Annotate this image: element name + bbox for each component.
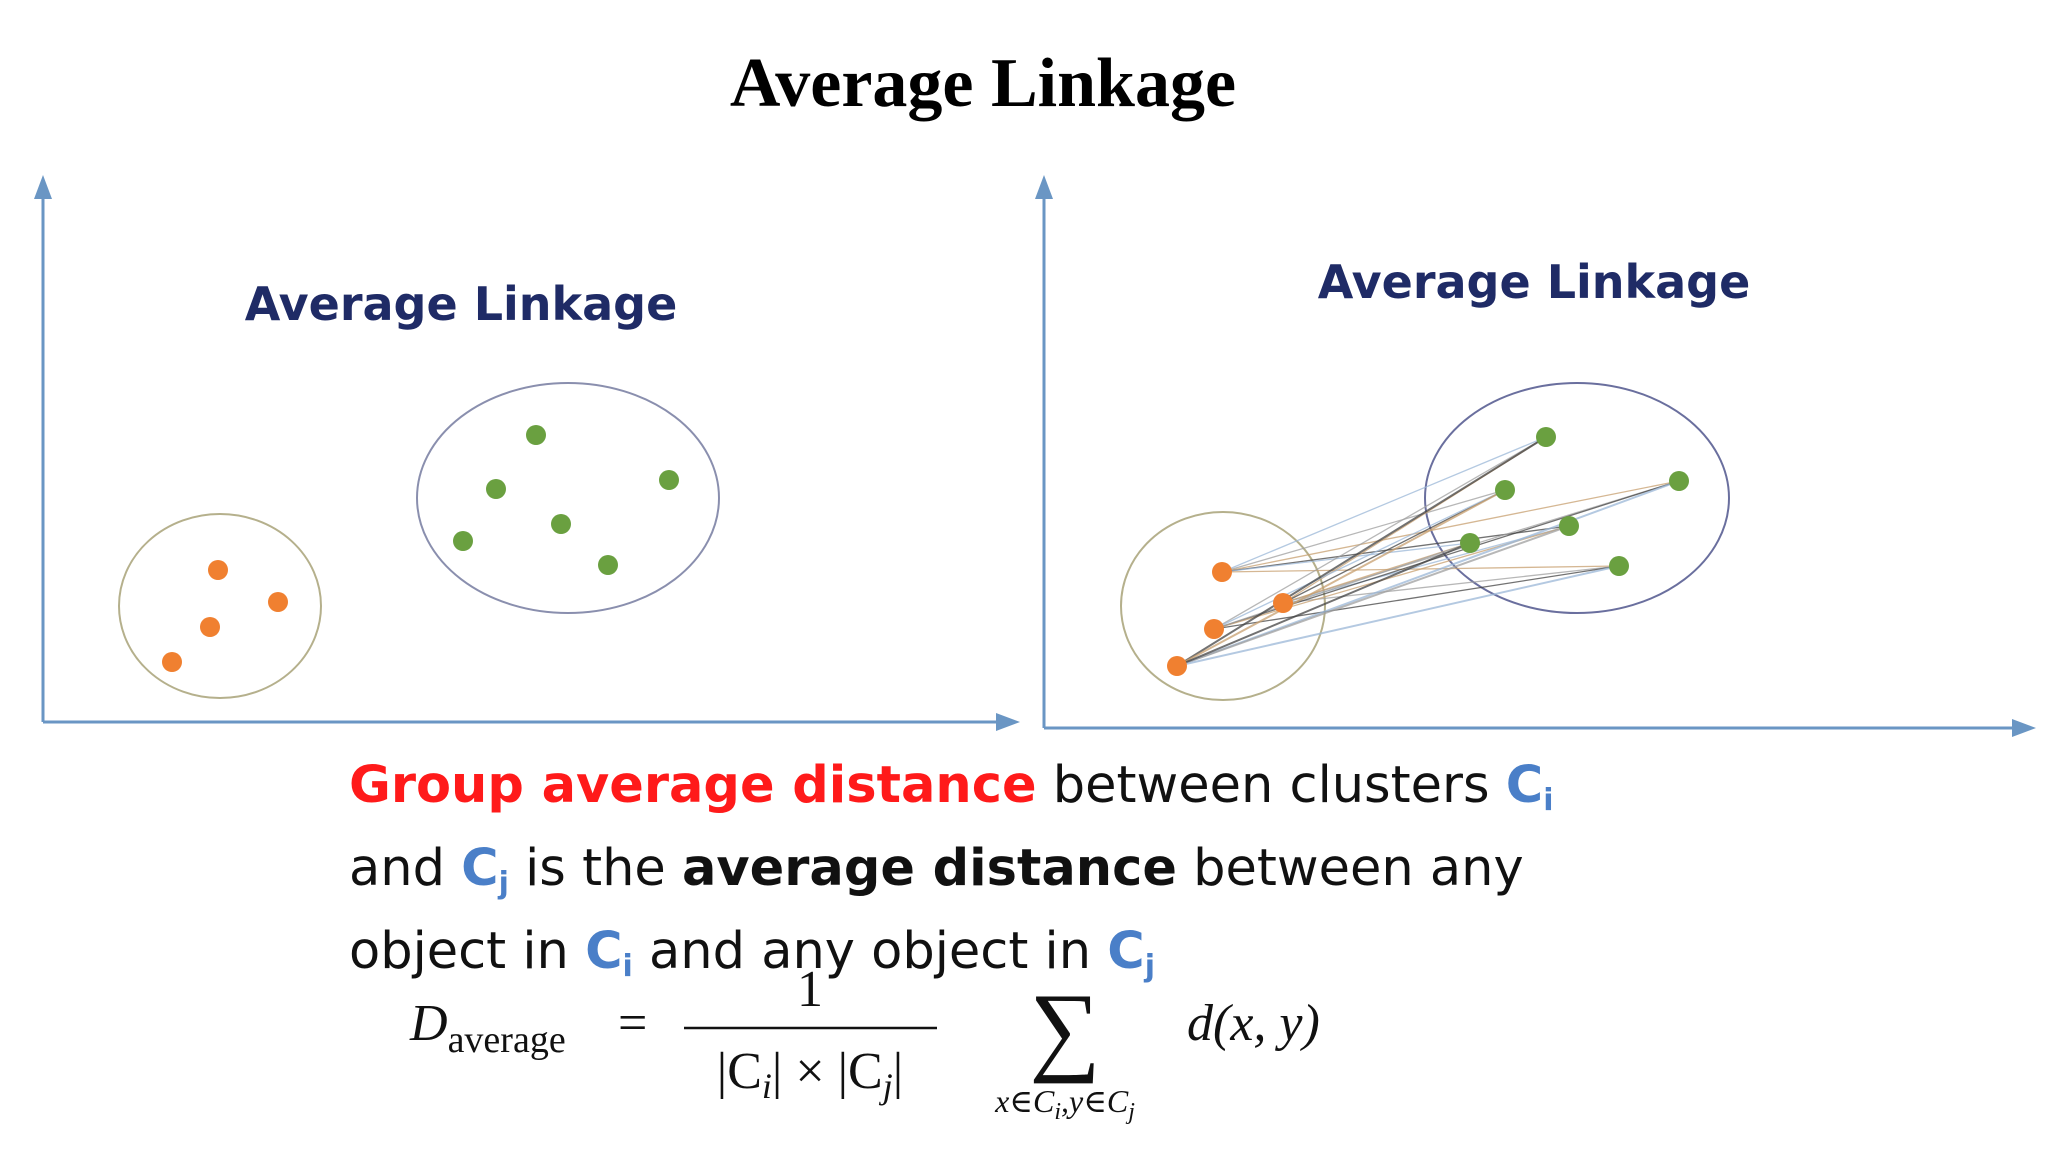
summand: d(x, y)	[1187, 995, 1320, 1052]
point	[208, 560, 228, 580]
text: between clusters	[1052, 756, 1490, 815]
cluster-symbol: Ci	[1505, 756, 1554, 818]
cluster-i	[162, 560, 288, 672]
point	[1204, 619, 1224, 639]
point	[659, 470, 679, 490]
cluster-j	[453, 425, 679, 575]
pair-link	[1213, 565, 1620, 630]
subscript: j	[879, 1066, 893, 1106]
pair-link	[1221, 436, 1547, 573]
pair-link	[1221, 489, 1506, 573]
cluster-symbol: Cj	[1107, 922, 1155, 984]
cluster-i	[1167, 562, 1293, 676]
point	[1559, 516, 1579, 536]
point	[1669, 471, 1689, 491]
symbol: C	[461, 839, 499, 898]
symbol: C	[585, 922, 623, 981]
equals: =	[618, 995, 647, 1052]
point	[1609, 556, 1629, 576]
pair-link	[1176, 565, 1620, 667]
symbol: C	[1107, 922, 1145, 981]
subscript: j	[1144, 949, 1155, 984]
part: | × |C	[772, 1043, 883, 1100]
sum-subscript: x∈Ci,y∈Cj	[994, 1083, 1135, 1125]
description: Group average distance between clusters …	[349, 752, 1554, 1001]
pair-link	[1213, 489, 1506, 630]
point	[1536, 427, 1556, 447]
emphasis: average distance	[682, 839, 1177, 898]
point	[1167, 656, 1187, 676]
point	[1495, 480, 1515, 500]
pair-link	[1282, 565, 1620, 604]
point	[598, 555, 618, 575]
description-line: Group average distance between clusters …	[349, 752, 1554, 835]
point	[268, 592, 288, 612]
cluster-symbol: Ci	[585, 922, 633, 984]
pair-link	[1176, 489, 1506, 667]
pair-link	[1221, 542, 1471, 573]
pair-link	[1176, 436, 1547, 667]
formula: Daverage = 1 |Ci| × |Cj| ∑ x∈Ci,y∈Cj d(x…	[409, 961, 1320, 1125]
slide-title: Average Linkage	[730, 45, 1236, 122]
highlight: Group average distance	[349, 756, 1037, 815]
subscript: j	[1125, 1099, 1135, 1125]
right-panel: Average Linkage	[1035, 175, 2036, 737]
description-line: object in Ci and any object in Cj	[349, 918, 1554, 1001]
point	[1460, 533, 1480, 553]
description-line: and Cj is the average distance between a…	[349, 835, 1554, 918]
cluster-boundary	[1120, 511, 1326, 701]
denominator: |Ci| × |Cj|	[717, 1043, 903, 1106]
text: and	[349, 839, 445, 898]
text: is the	[525, 839, 666, 898]
cluster-j	[1460, 427, 1689, 576]
subscript: j	[498, 866, 509, 901]
symbol: D	[409, 995, 448, 1052]
point	[551, 514, 571, 534]
text: object in	[349, 922, 569, 981]
point	[486, 479, 506, 499]
subscript: i	[1054, 1099, 1061, 1125]
pair-link	[1213, 436, 1547, 630]
point	[162, 652, 182, 672]
point	[1273, 593, 1293, 613]
point	[1212, 562, 1232, 582]
pair-link	[1176, 525, 1570, 667]
part: |C	[717, 1043, 762, 1100]
sum-sign: ∑	[1029, 973, 1100, 1084]
cluster-boundary	[118, 513, 322, 699]
subscript: average	[448, 1019, 566, 1061]
part: |	[893, 1043, 903, 1100]
subscript: i	[1543, 783, 1554, 818]
cluster-symbol: Cj	[461, 839, 509, 901]
pair-links	[1176, 436, 1680, 667]
part: x∈C	[994, 1083, 1055, 1119]
point	[453, 531, 473, 551]
text: between any	[1193, 839, 1524, 898]
subscript: i	[762, 1066, 772, 1106]
numerator: 1	[797, 961, 823, 1018]
text: and any object in	[649, 922, 1092, 981]
part: ,y∈C	[1061, 1083, 1129, 1119]
point	[526, 425, 546, 445]
formula-lhs: Daverage	[409, 995, 566, 1061]
pair-link	[1213, 542, 1471, 630]
symbol: C	[1505, 756, 1544, 815]
point	[200, 617, 220, 637]
panel-title: Average Linkage	[245, 277, 678, 331]
left-panel: Average Linkage	[34, 175, 1020, 731]
pair-link	[1221, 480, 1680, 573]
pair-link	[1176, 542, 1471, 667]
panel-title: Average Linkage	[1318, 255, 1751, 309]
subscript: i	[622, 949, 633, 984]
cluster-boundary	[416, 382, 720, 614]
cluster-boundary	[1424, 382, 1730, 614]
